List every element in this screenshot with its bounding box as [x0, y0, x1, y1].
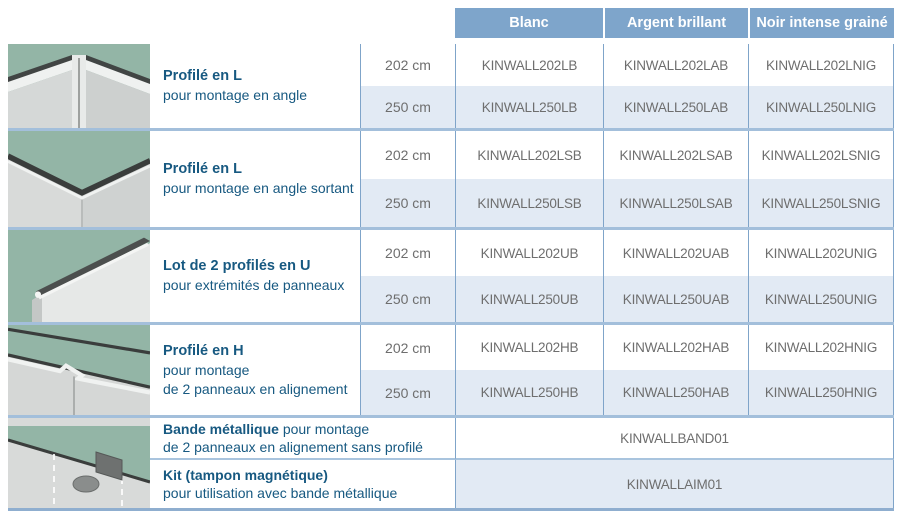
- product-code-cell: KINWALL250LNIG: [748, 86, 894, 128]
- product-code-cell: KINWALL250HB: [455, 370, 603, 415]
- u-profile-edge-image: [8, 230, 150, 322]
- accessory-title-line: Bande métallique pour montage: [163, 420, 455, 438]
- product-description: Lot de 2 profilés en U pour extrémités d…: [150, 230, 360, 322]
- product-group-l-angle-sortant: Profilé en L pour montage en angle sorta…: [8, 131, 894, 227]
- l-profile-inner-corner-image: [8, 44, 150, 128]
- accessory-description: Bande métallique pour montage de 2 panne…: [150, 418, 455, 460]
- product-group-u-profiles: Lot de 2 profilés en U pour extrémités d…: [8, 230, 894, 322]
- product-code-cell: KINWALL202LSNIG: [748, 131, 894, 179]
- product-title: Profilé en L: [163, 68, 242, 84]
- product-illustration: [8, 325, 150, 415]
- column-header-argent-brillant: Argent brillant: [603, 8, 748, 38]
- product-subtitle: pour extrémités de panneaux: [163, 277, 345, 293]
- product-code-cell: KINWALL202HAB: [603, 325, 748, 370]
- product-code-cell: KINWALL250UAB: [603, 276, 748, 322]
- accessory-subtitle: de 2 panneaux en alignement sans profilé: [163, 439, 423, 455]
- product-code-cell: KINWALL250HAB: [603, 370, 748, 415]
- table-bottom-border: [8, 508, 894, 511]
- product-code-cell: KINWALL202HNIG: [748, 325, 894, 370]
- product-title: Lot de 2 profilés en U: [163, 258, 311, 274]
- product-description: Profilé en H pour montage de 2 panneaux …: [150, 325, 360, 415]
- product-title: Profilé en H: [163, 342, 244, 359]
- size-cell: 250 cm: [360, 370, 455, 415]
- product-illustration: [8, 131, 150, 227]
- product-code-cell: KINWALL250UB: [455, 276, 603, 322]
- group-separator: [8, 128, 894, 131]
- product-code-cell: KINWALL202LNIG: [748, 44, 894, 86]
- product-title: Profilé en L: [163, 161, 242, 177]
- product-code-cell: KINWALL250LSAB: [603, 179, 748, 227]
- accessory-title-rest: pour montage: [282, 421, 370, 437]
- product-description: Profilé en L pour montage en angle sorta…: [150, 131, 360, 227]
- product-group-l-angle: Profilé en L pour montage en angle 202 c…: [8, 44, 894, 128]
- size-cell: 250 cm: [360, 276, 455, 322]
- product-code-cell: KINWALL202HB: [455, 325, 603, 370]
- column-header-blanc: Blanc: [455, 8, 603, 38]
- product-subtitle: pour montage de 2 panneaux en alignement: [163, 361, 348, 397]
- product-code-cell: KINWALL250HNIG: [748, 370, 894, 415]
- table-header: Blanc Argent brillant Noir intense grain…: [8, 8, 894, 38]
- product-code-cell: KINWALL250LAB: [603, 86, 748, 128]
- size-cell: 202 cm: [360, 230, 455, 276]
- size-cell: 202 cm: [360, 131, 455, 179]
- size-cell: 250 cm: [360, 86, 455, 128]
- product-table: Blanc Argent brillant Noir intense grain…: [8, 8, 894, 511]
- accessory-title-line: Kit (tampon magnétique): [163, 466, 455, 484]
- size-cell: 250 cm: [360, 179, 455, 227]
- product-illustration: [8, 44, 150, 128]
- accessories-group: Bande métallique pour montage de 2 panne…: [8, 418, 894, 508]
- accessory-description: Kit (tampon magnétique) pour utilisation…: [150, 460, 455, 508]
- size-cell: 202 cm: [360, 325, 455, 370]
- product-code-cell: KINWALLAIM01: [455, 460, 894, 508]
- accessory-title: Kit (tampon magnétique): [163, 467, 328, 483]
- product-code-cell: KINWALL202UAB: [603, 230, 748, 276]
- product-illustration: [8, 230, 150, 322]
- product-code-cell: KINWALL202LAB: [603, 44, 748, 86]
- accessory-subtitle: pour utilisation avec bande métallique: [163, 485, 398, 501]
- l-profile-outer-corner-image: [8, 131, 150, 227]
- product-description: Profilé en L pour montage en angle: [150, 44, 360, 128]
- product-group-h-profile: Profilé en H pour montage de 2 panneaux …: [8, 325, 894, 415]
- column-header-noir-intense-graine: Noir intense grainé: [748, 8, 894, 38]
- metal-band-magnet-image: [8, 418, 150, 508]
- product-code-cell: KINWALL250UNIG: [748, 276, 894, 322]
- group-separator: [8, 322, 894, 325]
- product-code-cell: KINWALL250LB: [455, 86, 603, 128]
- product-illustration: [8, 418, 150, 508]
- product-code-cell: KINWALL202LSAB: [603, 131, 748, 179]
- product-code-cell: KINWALL202UNIG: [748, 230, 894, 276]
- product-code-cell: KINWALL202LB: [455, 44, 603, 86]
- product-code-cell: KINWALL250LSB: [455, 179, 603, 227]
- group-separator: [8, 227, 894, 230]
- accessory-title: Bande métallique: [163, 421, 279, 437]
- size-cell: 202 cm: [360, 44, 455, 86]
- product-code-cell: KINWALL202LSB: [455, 131, 603, 179]
- product-code-cell: KINWALLBAND01: [455, 418, 894, 460]
- product-code-cell: KINWALL202UB: [455, 230, 603, 276]
- h-profile-joint-image: [8, 325, 150, 415]
- product-code-cell: KINWALL250LSNIG: [748, 179, 894, 227]
- product-subtitle: pour montage en angle sortant: [163, 180, 354, 196]
- group-separator: [8, 415, 894, 418]
- product-subtitle: pour montage en angle: [163, 87, 307, 103]
